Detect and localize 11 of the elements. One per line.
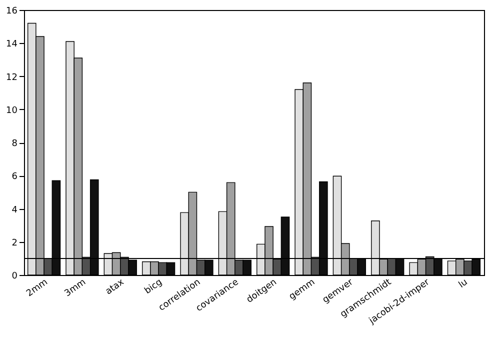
y-tick-label: 6 [12, 172, 18, 182]
x-tick-label: lu [457, 278, 470, 290]
y-tick-label: 4 [12, 205, 18, 216]
x-tick-label: atax [104, 277, 127, 298]
y-tick-label: 8 [12, 139, 18, 149]
y-tick-label: 2 [12, 238, 18, 248]
y-tick-label: 10 [6, 106, 18, 116]
y-tick-label: 0 [12, 272, 18, 282]
y-tick-label: 12 [6, 72, 18, 83]
y-tick-label: 14 [6, 40, 18, 50]
y-tick-label: 16 [6, 6, 18, 16]
